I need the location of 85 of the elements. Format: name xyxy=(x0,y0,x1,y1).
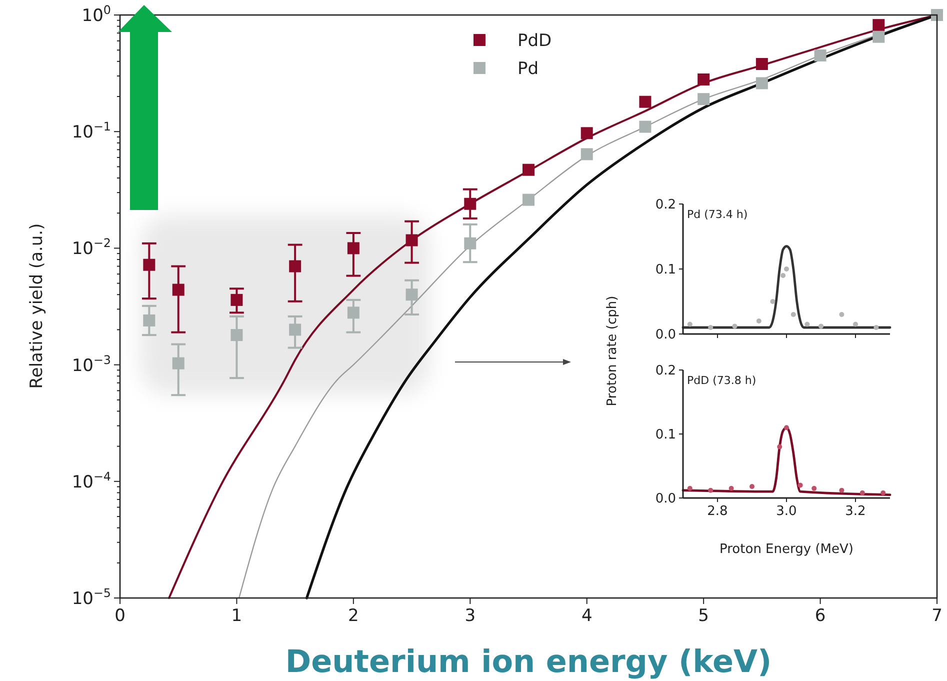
point xyxy=(708,488,714,493)
y-tick-label: 10$^{−3}$ xyxy=(72,352,111,376)
point xyxy=(860,490,865,496)
point xyxy=(839,488,844,493)
point xyxy=(708,325,714,330)
point xyxy=(687,486,692,491)
x-tick-label: 3.2 xyxy=(845,504,866,519)
point xyxy=(406,288,418,301)
point xyxy=(931,9,943,21)
point xyxy=(784,425,789,430)
y-tick-label: 0.2 xyxy=(655,364,676,379)
point xyxy=(406,234,418,246)
x-tick-label: 3.0 xyxy=(776,504,797,519)
y-axis-title: Relative yield (a.u.) xyxy=(27,223,47,389)
y-tick-label: 10$^{−1}$ xyxy=(72,120,111,143)
y-tick-label: 0.0 xyxy=(655,328,676,343)
point xyxy=(289,260,302,272)
point xyxy=(874,325,879,330)
x-tick-label: 2 xyxy=(348,606,359,626)
legend-label: Pd xyxy=(517,58,539,79)
point xyxy=(347,306,360,319)
line-series xyxy=(682,426,892,496)
point xyxy=(872,30,885,43)
point xyxy=(818,324,824,329)
point xyxy=(698,93,710,106)
point xyxy=(522,194,534,206)
point xyxy=(580,148,593,160)
point xyxy=(172,357,184,370)
line-series xyxy=(682,245,892,329)
x-tick-label: 5 xyxy=(698,606,709,626)
point xyxy=(770,299,776,304)
point xyxy=(790,312,796,317)
point xyxy=(798,482,803,488)
y-tick-label: 0.2 xyxy=(655,198,676,213)
point xyxy=(143,258,156,271)
point xyxy=(853,322,858,327)
x-tick-label: 1 xyxy=(231,606,242,626)
x-tick-label: 0 xyxy=(114,606,126,626)
point xyxy=(756,318,762,324)
point xyxy=(728,486,734,491)
point xyxy=(814,49,826,62)
point xyxy=(289,324,302,336)
point xyxy=(839,312,844,317)
point xyxy=(756,77,768,90)
point xyxy=(639,120,652,133)
point xyxy=(230,329,243,342)
point xyxy=(756,58,768,70)
x-tick-label: 7 xyxy=(932,606,942,626)
point xyxy=(698,73,710,86)
point xyxy=(872,19,885,32)
point xyxy=(687,322,692,327)
y-tick-label: 0.1 xyxy=(655,428,676,443)
annotation: Pd (73.4 h) xyxy=(687,208,748,221)
point xyxy=(639,96,652,108)
x-tick-label: 3 xyxy=(464,606,476,626)
point xyxy=(172,284,184,296)
x-axis-title: Deuterium ion energy (keV) xyxy=(285,644,772,680)
x-axis-title: Proton Energy (MeV) xyxy=(720,542,854,557)
y-axis-title: Proton rate (cph) xyxy=(605,296,620,406)
point xyxy=(522,164,534,176)
point xyxy=(230,294,243,306)
point xyxy=(812,486,817,491)
point xyxy=(804,322,810,327)
point xyxy=(464,198,476,210)
point xyxy=(784,266,789,272)
point xyxy=(780,273,786,278)
point xyxy=(732,324,738,329)
point xyxy=(880,490,886,496)
annotation: PdD (73.8 h) xyxy=(687,374,756,387)
point xyxy=(777,444,782,450)
point xyxy=(580,127,593,140)
point xyxy=(750,484,754,489)
y-tick-label: 10$^{−4}$ xyxy=(72,469,111,492)
x-tick-label: 2.8 xyxy=(707,504,728,519)
y-tick-label: 0.1 xyxy=(655,262,676,278)
point xyxy=(464,237,476,250)
y-tick-label: 10$^{−2}$ xyxy=(72,236,111,260)
y-tick-label: 10$^{−5}$ xyxy=(72,586,111,609)
x-tick-label: 6 xyxy=(814,606,826,626)
y-tick-label: 0.0 xyxy=(655,492,676,507)
point xyxy=(347,242,360,254)
legend-label: PdD xyxy=(517,30,552,51)
y-tick-label: 10$^{0}$ xyxy=(82,2,111,26)
point xyxy=(143,314,156,326)
x-tick-label: 4 xyxy=(581,606,592,626)
